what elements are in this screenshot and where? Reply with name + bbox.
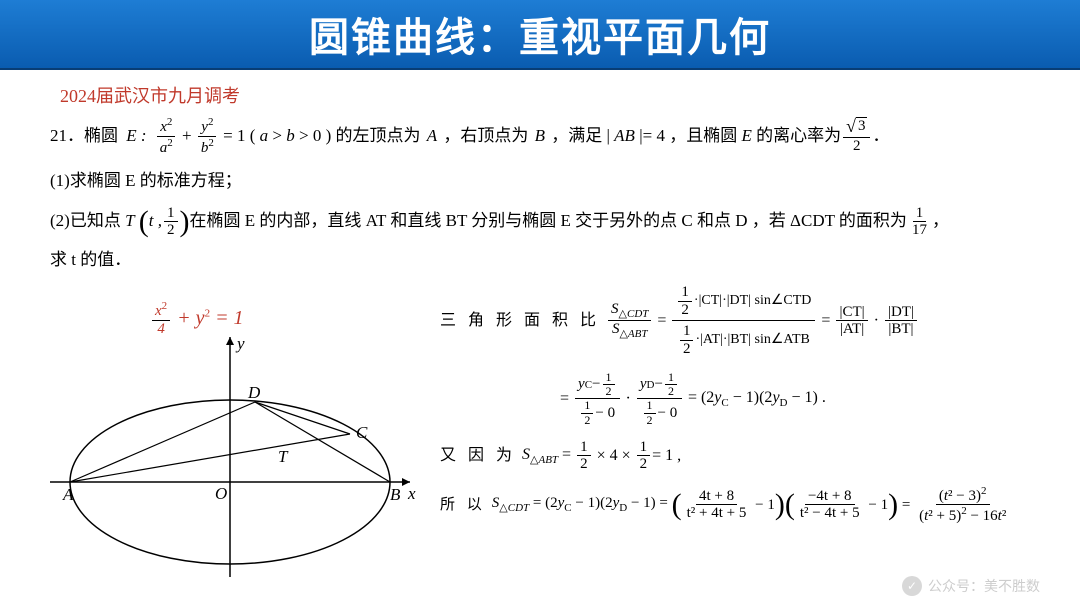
pt-T: T [121,206,139,237]
ellipse-graph: x2 4 + y2 = 1 A B O x y D C T [30,282,430,587]
f3: (t² − 3)2 (t² + 5)2 − 16t² [916,485,1009,525]
label: 所 以 [440,493,486,517]
text: ， [932,206,949,237]
plus: + [178,121,196,152]
rhs: = 1 , [652,443,681,469]
label-A: A [62,485,74,504]
t: t , [149,206,162,237]
page-title: 圆锥曲线：重视平面几何 [309,5,771,63]
area-ratio-row: 三 角 形 面 积 比 S△CDT S△ABT = 12 ·|CT|·|DT| … [440,282,1011,359]
text: 的左顶点为 [335,121,420,152]
text: ，满足 [551,121,602,152]
line2-rhs: = (2yC − 1)(2yD − 1) . [684,385,826,413]
text: ，且椭圆 [669,121,737,152]
ratio-expanded: 12 ·|CT|·|DT| sin∠CTD 12 ·|AT|·|BT| sin∠… [672,282,815,359]
line4: 所 以 S△CDT = (2yC − 1)(2yD − 1) = ( 4t + … [440,485,1011,525]
derivation: 三 角 形 面 积 比 S△CDT S△ABT = 12 ·|CT|·|DT| … [430,282,1011,587]
exam-subtitle: 2024届武汉市九月调考 [0,70,1080,116]
part2-q: 求 t 的值． [50,245,1040,276]
area-frac: 1 17 [909,205,930,239]
problem-number: 21． [50,121,84,152]
label: 又 因 为 [440,443,516,469]
text: 在椭圆 E 的内部，直线 AT 和直线 BT 分别与椭圆 E 交于另外的点 C … [190,206,907,237]
f2: −4t + 8 t² − 4t + 5 [797,488,863,522]
eccentricity: √3 2 [843,117,870,154]
ellipse-svg: A B O x y D C T [30,302,420,582]
label-C: C [356,423,368,442]
lparen-icon: ( [139,211,149,232]
f1: 4t + 8 t² + 4t + 5 [684,488,750,522]
label-B: B [390,485,401,504]
period: ． [872,121,889,152]
problem-statement-line1: 21． 椭圆 E : x2 a2 + y2 b2 = 1 ( a > b > 0… [50,116,1040,156]
dt-bt: |DT| |BT| [885,304,917,338]
part2: (2)已知点 T ( t , 1 2 ) 在椭圆 E 的内部，直线 AT 和直线… [50,205,1040,239]
label-T: T [278,447,289,466]
part1: (1)求椭圆 E 的标准方程； [50,166,1040,197]
solution-area: x2 4 + y2 = 1 A B O x y D C T 三 角 [30,282,1011,587]
watermark: ✓ 公众号：美不胜数 [902,576,1040,596]
eq1-rhs: = 1 ( a > b > 0 ) [219,121,336,152]
frac-x2a2: x2 a2 [157,116,176,156]
ellipse-E: E : [122,121,151,152]
label-x: x [407,484,416,503]
text: (2)已知点 [50,206,121,237]
wechat-icon: ✓ [902,576,922,596]
text: 的离心率为 [756,121,841,152]
yd-frac: yD − 12 12 − 0 [637,371,682,427]
ellipse-E2: E [737,121,756,152]
frac-y2b2: y2 b2 [198,116,217,156]
pt-B: B [530,121,549,152]
text: 椭圆 [84,121,118,152]
ellipse-equation: x2 4 + y2 = 1 [150,300,244,337]
title-header: 圆锥曲线：重视平面几何 [0,0,1080,70]
ct-at: |CT| |AT| [836,304,867,338]
line3: 又 因 为 S△ABT = 12 × 4 × 12 = 1 , [440,439,1011,473]
half: 1 2 [164,205,178,239]
text: ，右顶点为 [443,121,528,152]
line2: = yC − 12 12 − 0 · yD − 12 12 − 0 = (2yC… [560,371,1011,427]
S-ratio: S△CDT S△ABT [608,301,651,340]
yc-frac: yC − 12 12 − 0 [575,371,619,427]
label-D: D [247,383,261,402]
ratio-label: 三 角 形 面 积 比 [440,308,600,334]
pt-A: A [422,121,441,152]
ab-cond: | AB |= 4 [602,121,669,152]
rparen-icon: ) [180,211,190,232]
label-O: O [215,484,227,503]
watermark-text: 公众号：美不胜数 [928,576,1040,596]
problem-content: 21． 椭圆 E : x2 a2 + y2 b2 = 1 ( a > b > 0… [0,116,1080,275]
